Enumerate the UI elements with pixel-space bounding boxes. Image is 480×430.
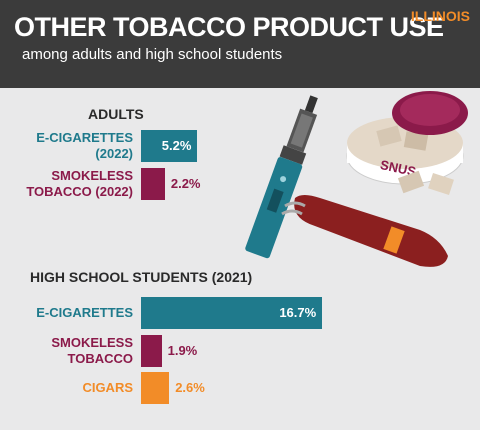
value-label: 2.6% xyxy=(175,380,205,395)
chart-title: HIGH SCHOOL STUDENTS (2021) xyxy=(30,269,253,285)
value-label: 2.2% xyxy=(170,175,201,191)
bar xyxy=(141,372,170,404)
title: OTHER TOBACCO PRODUCT USE xyxy=(14,12,444,42)
bar xyxy=(141,334,162,367)
category-label: SMOKELESS TOBACCO xyxy=(51,334,133,366)
subtitle: among adults and high school students xyxy=(22,46,283,63)
cigar xyxy=(281,195,448,267)
category-label: E-CIGARETTES xyxy=(36,305,133,320)
header: OTHER TOBACCO PRODUCT USE among adults a… xyxy=(0,0,480,88)
bar xyxy=(141,167,165,200)
category-label: SMOKELESS TOBACCO (2022) xyxy=(26,167,133,199)
svg-text:SNUS: SNUS xyxy=(379,157,418,179)
category-label: E-CIGARETTES (2022) xyxy=(36,130,133,161)
category-label: CIGARS xyxy=(82,380,133,395)
vape-pen xyxy=(245,95,318,259)
bar xyxy=(141,130,198,162)
value-label: 16.7% xyxy=(279,305,317,320)
bar xyxy=(141,297,323,329)
illustration: SNUS xyxy=(245,91,468,267)
state-badge: ILLINOIS xyxy=(410,8,470,24)
value-label: 5.2% xyxy=(161,138,192,153)
chart-title: ADULTS xyxy=(88,106,144,122)
snus-tin: SNUS xyxy=(346,91,468,196)
value-label: 1.9% xyxy=(167,342,198,358)
